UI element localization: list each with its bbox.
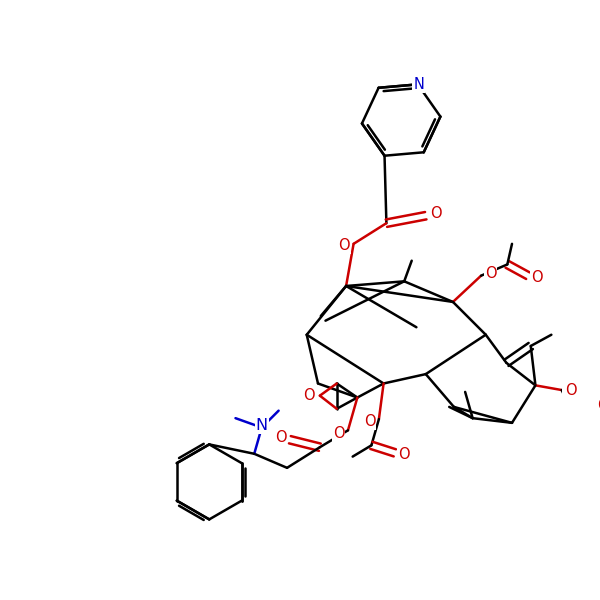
Text: O: O	[364, 415, 376, 430]
Text: O: O	[485, 266, 496, 281]
Text: O: O	[303, 388, 314, 403]
Text: O: O	[275, 430, 286, 445]
Text: O: O	[338, 238, 350, 253]
Text: O: O	[333, 425, 344, 440]
Text: O: O	[532, 270, 543, 285]
Text: O: O	[398, 447, 410, 462]
Text: N: N	[256, 418, 268, 433]
Text: O: O	[597, 398, 600, 413]
Text: O: O	[565, 383, 577, 398]
Text: O: O	[430, 206, 442, 221]
Text: N: N	[413, 77, 424, 92]
